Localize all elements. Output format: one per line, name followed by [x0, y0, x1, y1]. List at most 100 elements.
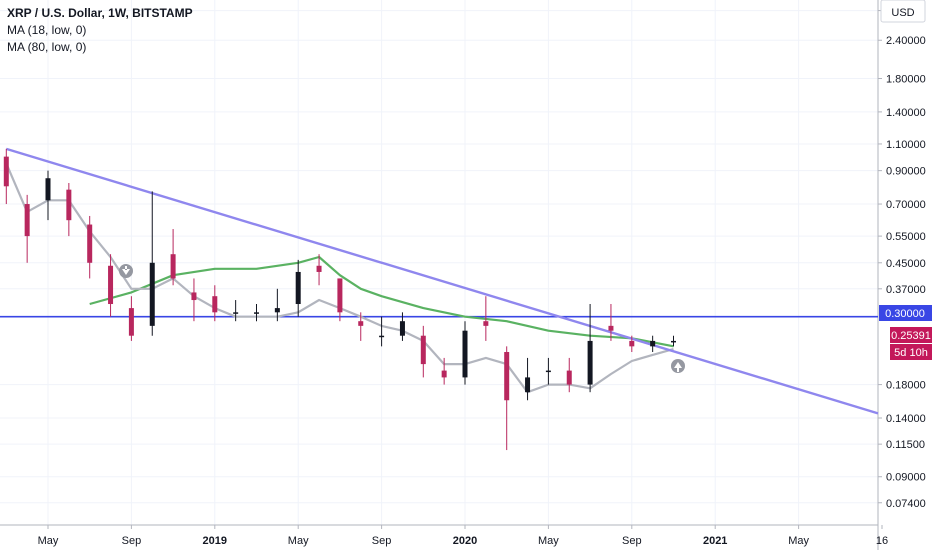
- candle[interactable]: [379, 316, 385, 347]
- last-price-text: 0.25391: [891, 330, 931, 342]
- candle-body: [525, 377, 531, 393]
- time-tick-label: Sep: [372, 535, 392, 547]
- candle-body: [274, 308, 280, 313]
- candle-body: [170, 254, 176, 279]
- candle[interactable]: [358, 312, 364, 341]
- price-tick-label: 0.14000: [886, 413, 926, 425]
- candle[interactable]: [462, 321, 468, 385]
- candle[interactable]: [66, 183, 72, 237]
- price-tick-label: 0.45000: [886, 258, 926, 270]
- candle[interactable]: [24, 194, 30, 263]
- candle[interactable]: [608, 304, 614, 341]
- time-tick-label: Sep: [122, 535, 142, 547]
- candle[interactable]: [671, 335, 676, 347]
- price-tick-label: 0.09000: [886, 472, 926, 484]
- candle-body: [45, 178, 51, 201]
- ma18-legend[interactable]: MA (18, low, 0): [7, 23, 87, 37]
- time-tick-label: Sep: [622, 535, 642, 547]
- candle-body: [441, 370, 447, 378]
- countdown-tag: [890, 344, 932, 360]
- down-arrow-marker-icon: [119, 264, 133, 278]
- candle[interactable]: [3, 148, 9, 205]
- candle[interactable]: [545, 357, 551, 385]
- countdown-text: 5d 10h: [894, 347, 928, 359]
- candle-body: [24, 204, 30, 237]
- candle-body: [587, 340, 593, 385]
- candle-body: [87, 224, 93, 263]
- candle-body: [254, 312, 259, 314]
- candle[interactable]: [254, 304, 259, 322]
- price-tick-label: 0.18000: [886, 380, 926, 392]
- currency-badge[interactable]: [880, 0, 926, 23]
- candle-body: [608, 325, 614, 331]
- candle-body: [149, 262, 155, 326]
- candle[interactable]: [87, 215, 93, 279]
- candle[interactable]: [316, 254, 322, 286]
- price-tick-label: 1.10000: [886, 139, 926, 151]
- price-tick-label: 0.37000: [886, 284, 926, 296]
- candle[interactable]: [337, 278, 343, 322]
- candle[interactable]: [420, 325, 426, 378]
- price-tick-label: 2.40000: [886, 35, 926, 47]
- time-tick-label: 2020: [453, 535, 477, 547]
- candle[interactable]: [191, 278, 197, 322]
- candle-body: [399, 321, 405, 336]
- time-tick-label: May: [538, 535, 559, 547]
- candle-body: [671, 340, 676, 343]
- time-tick-label: 2021: [703, 535, 727, 547]
- price-tick-label: 0.07400: [886, 498, 926, 510]
- last-price-tag: [890, 327, 932, 343]
- candle-body: [420, 335, 426, 365]
- candle[interactable]: [233, 300, 239, 322]
- candle[interactable]: [274, 288, 280, 322]
- candle[interactable]: [108, 254, 114, 317]
- ma80-legend[interactable]: MA (80, low, 0): [7, 40, 87, 54]
- candle-body: [295, 271, 301, 305]
- candle-body: [483, 321, 489, 326]
- price-tick-label: 1.40000: [886, 107, 926, 119]
- candle[interactable]: [441, 357, 447, 385]
- candle[interactable]: [45, 170, 51, 221]
- time-tick-label: 2019: [203, 535, 227, 547]
- time-tick-label: 16: [876, 535, 888, 547]
- candle[interactable]: [483, 296, 489, 341]
- candle[interactable]: [149, 191, 155, 336]
- candle-body: [504, 352, 510, 401]
- candle-body: [108, 265, 114, 305]
- candle-body: [545, 370, 551, 373]
- price-tick-label: 0.70000: [886, 199, 926, 211]
- candle[interactable]: [587, 304, 593, 393]
- up-arrow-marker-icon: [671, 359, 685, 373]
- candle[interactable]: [399, 312, 405, 341]
- candle[interactable]: [629, 335, 635, 353]
- ma80-line[interactable]: [89, 255, 674, 348]
- candle-body: [212, 296, 218, 313]
- candle[interactable]: [650, 335, 656, 353]
- candle-body: [629, 340, 635, 347]
- price-tick-label: 0.55000: [886, 231, 926, 243]
- candle-body: [191, 292, 197, 301]
- price-tick-label: 0.11500: [886, 439, 925, 451]
- time-tick-label: May: [38, 535, 59, 547]
- candle-body: [650, 340, 656, 347]
- candle[interactable]: [212, 285, 218, 322]
- chart-title[interactable]: XRP / U.S. Dollar, 1W, BITSTAMP: [7, 6, 193, 20]
- candle[interactable]: [128, 296, 134, 341]
- trendline[interactable]: [5, 147, 879, 415]
- candle-body: [379, 335, 385, 338]
- candle-body: [358, 321, 364, 326]
- candle-body: [233, 312, 239, 314]
- price-tick-label: 0.90000: [886, 166, 926, 178]
- candle[interactable]: [295, 259, 301, 317]
- candle[interactable]: [504, 346, 510, 451]
- price-tick-label: 1.80000: [886, 73, 926, 85]
- candle[interactable]: [170, 229, 176, 286]
- candle-body: [128, 308, 134, 336]
- candle[interactable]: [525, 357, 531, 401]
- candle-body: [337, 278, 343, 313]
- candle[interactable]: [566, 357, 572, 393]
- time-tick-label: May: [788, 535, 809, 547]
